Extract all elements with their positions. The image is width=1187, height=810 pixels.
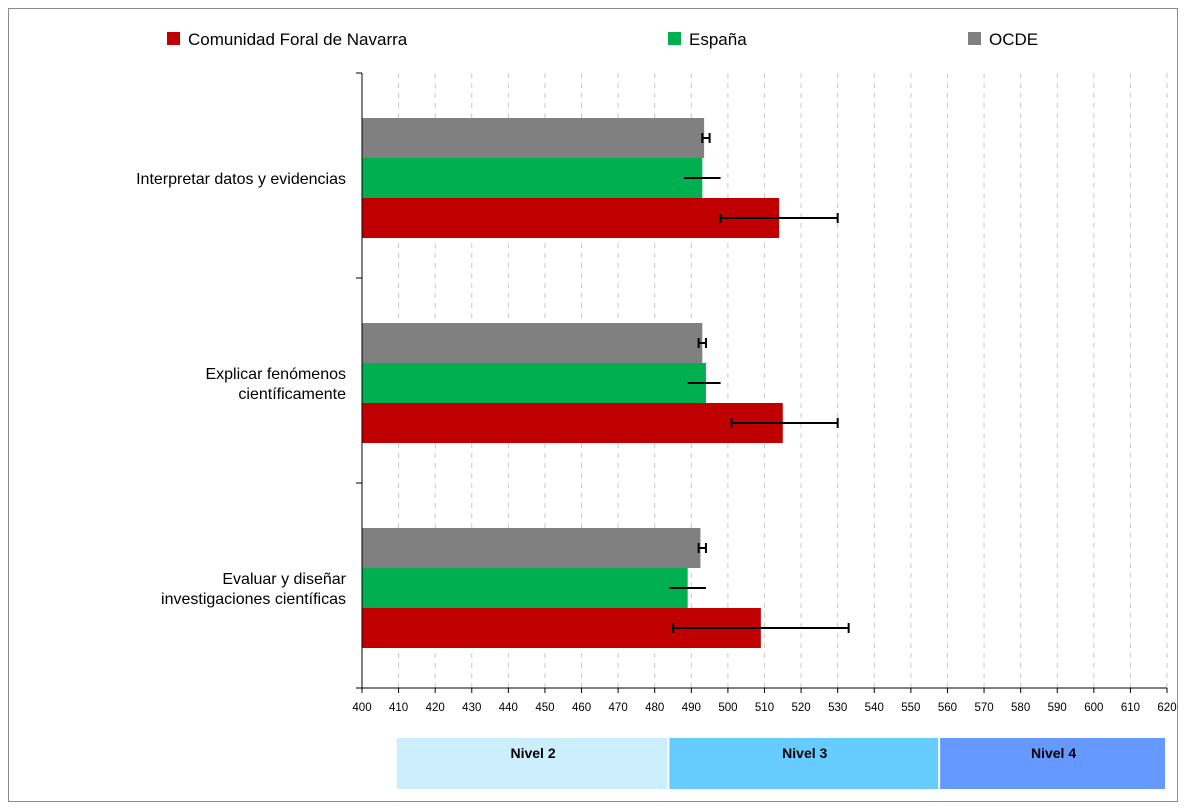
bar-españa [362, 363, 706, 403]
bar-españa [362, 158, 703, 198]
bar-ocde [362, 118, 705, 158]
x-tick-label: 600 [1084, 702, 1103, 714]
category-label: Evaluar y diseñar investigaciones científ… [161, 571, 347, 608]
x-tick-label: 590 [1048, 702, 1067, 714]
x-tick-label: 610 [1121, 702, 1140, 714]
x-tick-label: 550 [901, 702, 920, 714]
level-band [940, 738, 1165, 789]
x-tick-label: 580 [1011, 702, 1030, 714]
category-label: Explicar fenómenos científicamente [205, 366, 346, 403]
x-tick-label: 420 [426, 702, 445, 714]
legend-label: España [689, 30, 747, 49]
x-tick-label: 440 [499, 702, 518, 714]
x-tick-label: 620 [1157, 702, 1176, 714]
bar-españa [362, 568, 688, 608]
x-tick-label: 540 [865, 702, 884, 714]
bar-comunidad-foral-de-navarra [362, 198, 780, 238]
level-band [396, 738, 668, 789]
bar-ocde [362, 323, 703, 363]
x-tick-label: 500 [718, 702, 737, 714]
x-tick-label: 520 [791, 702, 810, 714]
x-tick-label: 530 [828, 702, 847, 714]
bar-ocde [362, 528, 701, 568]
x-tick-label: 490 [682, 702, 701, 714]
bar-comunidad-foral-de-navarra [362, 403, 783, 443]
x-tick-label: 450 [535, 702, 554, 714]
x-tick-label: 430 [462, 702, 481, 714]
level-band [669, 738, 939, 789]
legend-label: OCDE [989, 30, 1038, 49]
legend-swatch [668, 32, 681, 45]
x-tick-label: 560 [938, 702, 957, 714]
legend-swatch [968, 32, 981, 45]
level-label: Nivel 4 [1031, 745, 1076, 761]
x-tick-label: 510 [755, 702, 774, 714]
x-tick-label: 410 [389, 702, 408, 714]
legend-label: Comunidad Foral de Navarra [188, 30, 408, 49]
category-label: Interpretar datos y evidencias [136, 171, 346, 188]
x-tick-label: 400 [352, 702, 371, 714]
level-label: Nivel 3 [782, 745, 827, 761]
x-tick-label: 480 [645, 702, 664, 714]
level-label: Nivel 2 [510, 745, 555, 761]
legend-swatch [167, 32, 180, 45]
x-tick-label: 570 [974, 702, 993, 714]
x-tick-label: 470 [609, 702, 628, 714]
x-tick-label: 460 [572, 702, 591, 714]
chart-frame [8, 8, 1178, 802]
